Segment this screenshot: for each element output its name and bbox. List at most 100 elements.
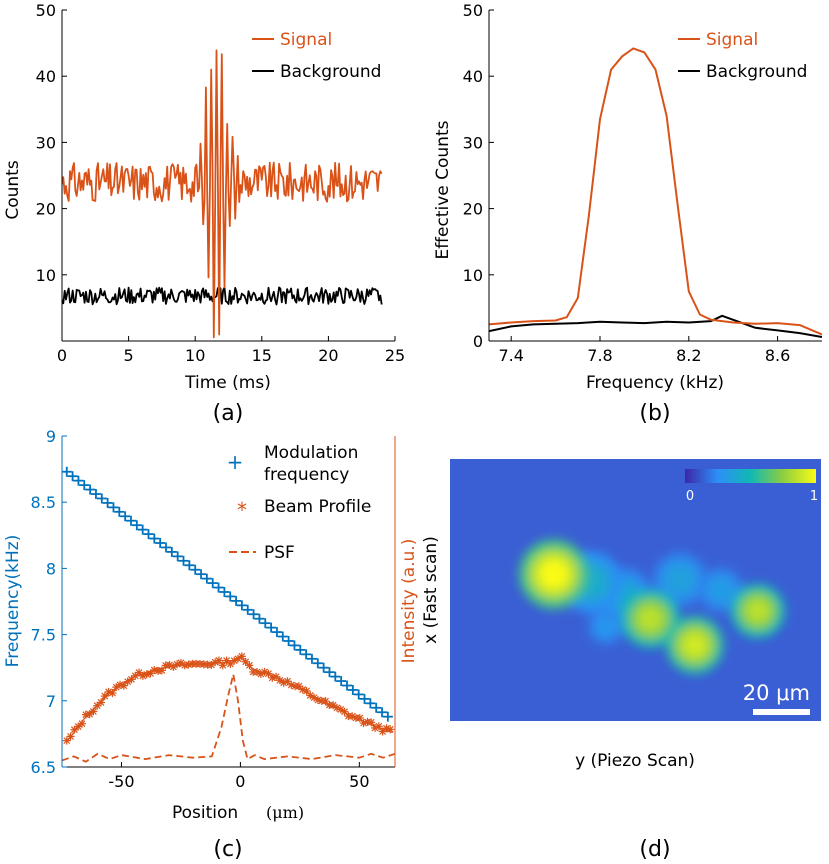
colorbar <box>685 469 816 483</box>
y-tick-label: 30 <box>36 133 56 152</box>
modulation-frequency-marker <box>301 649 312 660</box>
heatmap-spots <box>518 539 786 675</box>
beam-profile-marker <box>355 713 364 722</box>
panel-c-xlabel-unit: (μm) <box>266 803 304 822</box>
heatmap-spot-core <box>746 599 770 623</box>
x-tick-label: 0 <box>57 346 67 365</box>
signal-series-line <box>62 49 383 339</box>
modulation-frequency-marker <box>219 586 230 597</box>
panel-a-legend: Signal Background <box>252 30 381 82</box>
heatmap-spot-core <box>710 579 731 601</box>
beam-profile-marker <box>287 680 296 689</box>
modulation-frequency-marker <box>377 707 388 718</box>
panel-d-ylabel: x (Fast scan) <box>421 536 441 644</box>
y-tick-label: 50 <box>463 1 483 20</box>
modulation-frequency-marker <box>178 555 189 566</box>
y-tick-label: 10 <box>36 266 56 285</box>
modulation-frequency-marker <box>155 538 166 549</box>
modulation-frequency-marker <box>190 564 201 575</box>
heatmap-spot-core <box>538 559 569 590</box>
caption-b: (b) <box>639 401 670 426</box>
panel-b-legend-signal: Signal <box>706 30 758 50</box>
x-tick-label: 20 <box>318 346 338 365</box>
beam-profile-marker <box>108 689 117 698</box>
y-tick-label: 20 <box>463 200 483 219</box>
modulation-frequency-marker <box>143 529 154 540</box>
y-tick-label: 50 <box>36 1 56 20</box>
modulation-frequency-marker <box>108 502 119 513</box>
modulation-frequency-marker <box>184 560 195 571</box>
beam-profile-marker <box>218 661 227 670</box>
beam-profile-marker <box>237 652 246 661</box>
x-tick-label: 7.4 <box>498 346 523 365</box>
beam-profile-marker <box>374 722 383 731</box>
panel-d-xlabel: y (Piezo Scan) <box>575 751 695 771</box>
modulation-frequency-marker <box>295 644 306 655</box>
modulation-frequency-marker <box>67 471 78 482</box>
panel-b-xlabel: Frequency (kHz) <box>586 373 724 393</box>
panel-c-ylabel-right: Intensity (a.u.) <box>399 539 419 664</box>
panel-c-legend-psf: PSF <box>264 543 295 563</box>
beam-profile-marker <box>329 701 338 710</box>
beam-profile-marker <box>180 661 189 670</box>
caption-d: (d) <box>639 837 670 862</box>
heatmap-spot-core <box>597 618 615 636</box>
modulation-frequency-marker <box>254 613 265 624</box>
modulation-frequency-marker <box>131 520 142 531</box>
beam-profile-marker <box>214 656 223 665</box>
modulation-frequency-marker <box>79 480 90 491</box>
modulation-frequency-marker <box>277 631 288 642</box>
beam-profile-marker <box>157 666 166 675</box>
modulation-frequency-marker <box>341 680 352 691</box>
panel-a-axes: 0 5 10 15 20 25 10 20 30 40 50 <box>36 1 406 365</box>
y-tick-label: 40 <box>36 67 56 86</box>
y-tick-label: 9 <box>46 427 56 446</box>
beam-profile-marker <box>97 698 106 707</box>
beam-profile-marker <box>245 661 254 670</box>
caption-a: (a) <box>213 401 244 426</box>
y-tick-label: 7.5 <box>31 626 56 645</box>
modulation-frequency-marker <box>260 618 271 629</box>
colorbar-min: 0 <box>686 489 694 504</box>
modulation-frequency-marker <box>336 676 347 687</box>
panel-a: 0 5 10 15 20 25 10 20 30 40 50 Time (ms) Counts Si… <box>3 1 405 426</box>
panel-c-series <box>62 466 395 763</box>
heatmap-spot-core <box>668 567 692 592</box>
panel-b-ylabel: Effective Counts <box>433 120 453 259</box>
modulation-frequency-marker <box>85 484 96 495</box>
panel-c-ylabel-left: Frequency(kHz) <box>3 535 23 668</box>
y-tick-label: 20 <box>36 200 56 219</box>
modulation-frequency-marker <box>207 578 218 589</box>
background-series-line <box>62 286 383 306</box>
beam-profile-marker <box>386 725 395 734</box>
panel-c-legend-plus-marker: + <box>227 450 244 474</box>
x-tick-label: 5 <box>124 346 134 365</box>
y-tick-label: 6.5 <box>31 758 56 777</box>
y-tick-label: 8 <box>46 559 56 578</box>
beam-profile-marker <box>294 682 303 691</box>
caption-c: (c) <box>213 837 242 862</box>
modulation-frequency-marker <box>306 653 317 664</box>
modulation-frequency-marker <box>324 667 335 678</box>
beam-profile-marker <box>89 707 98 716</box>
modulation-frequency-marker <box>166 546 177 557</box>
modulation-frequency-marker <box>225 591 236 602</box>
heatmap-spot-core <box>682 632 708 658</box>
modulation-frequency-marker <box>149 533 160 544</box>
x-tick-label: 50 <box>349 772 369 791</box>
modulation-frequency-marker <box>102 497 113 508</box>
modulation-frequency-marker <box>125 515 136 526</box>
panel-b-series <box>489 47 822 338</box>
panel-d: 0 1 20 μm x (Fast scan) y (Piezo Scan) (… <box>421 459 821 862</box>
beam-profile-marker <box>367 718 376 727</box>
modulation-frequency-marker <box>96 493 107 504</box>
modulation-frequency-marker <box>236 600 247 611</box>
modulation-frequency-marker <box>213 582 224 593</box>
background-series-line <box>489 314 822 338</box>
modulation-frequency-marker <box>353 689 364 700</box>
beam-profile-line <box>66 656 393 743</box>
panel-d-heatmap <box>450 459 821 721</box>
y-tick-label: 0 <box>473 332 483 351</box>
colorbar-max: 1 <box>810 489 818 504</box>
